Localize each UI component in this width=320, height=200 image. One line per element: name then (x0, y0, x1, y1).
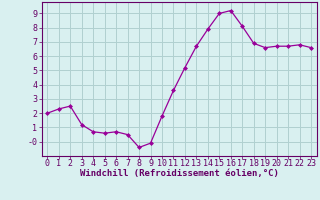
X-axis label: Windchill (Refroidissement éolien,°C): Windchill (Refroidissement éolien,°C) (80, 169, 279, 178)
